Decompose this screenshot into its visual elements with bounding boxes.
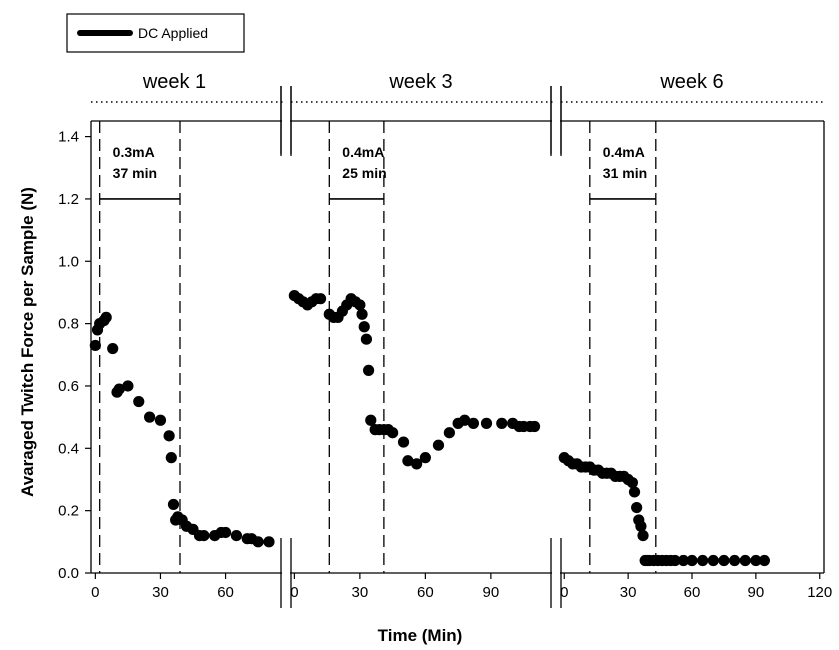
axis-break-gap-top [283,87,289,155]
y-tick-label: 0.6 [58,378,79,395]
week-label: week 1 [142,71,206,93]
data-point [387,427,399,439]
x-tick-label: 0 [560,584,568,601]
week-label: week 6 [659,71,723,93]
data-point [739,554,751,567]
plot-panels: week 1 0 30 60 0.3mA 37 min week 3 0 30 60 90 0.4mA… [89,71,832,608]
panel-1: week 1 0 30 60 0.3mA 37 min [89,71,282,601]
week-label: week 3 [388,71,452,93]
data-point [626,477,638,489]
x-tick-label: 90 [483,584,500,601]
stim-annotation-duration: 37 min [113,165,157,181]
stim-annotation-current: 0.4mA [603,144,645,160]
data-point [631,501,643,514]
data-point [419,452,431,464]
data-point [432,439,445,451]
axis-break-header-gap [553,84,559,120]
x-tick-label: 120 [807,584,832,601]
x-tick-label: 0 [91,584,99,601]
data-point [686,554,698,567]
stim-annotation-current: 0.3mA [113,144,155,160]
y-tick-label: 0.0 [58,565,79,582]
data-point [358,321,370,333]
data-point [411,458,423,470]
data-point [402,455,414,467]
data-point [219,526,232,539]
y-tick-label: 0.8 [58,316,79,333]
data-point [669,554,681,567]
data-point [467,417,479,429]
data-point [718,554,730,567]
axis-break-gap-top [553,87,559,155]
y-tick-label: 1.4 [58,129,79,146]
x-tick-label: 60 [417,584,434,601]
data-point [163,430,175,442]
data-point [198,529,210,542]
data-point [758,554,770,567]
data-point [113,383,125,395]
axis-break-header-gap [283,84,289,120]
data-point [697,554,709,567]
data-point [707,554,719,567]
data-point [397,436,410,448]
y-tick-label: 1.0 [58,253,79,270]
data-point [167,498,180,511]
data-point [496,417,508,429]
x-tick-label: 0 [290,584,298,601]
data-point [480,417,493,429]
stim-annotation-duration: 31 min [603,165,647,181]
data-point [252,536,264,548]
panel-3: week 6 0 30 60 90 120 0.4mA 31 min [558,71,832,601]
data-point [637,529,649,542]
data-point [677,554,690,567]
data-point [133,395,145,408]
y-axis: 0.0 0.2 0.4 0.6 0.8 1.0 1.2 1.4 [58,121,92,582]
data-point [122,380,134,392]
legend: DC Applied [66,13,245,53]
data-point [107,342,119,355]
data-point [165,452,177,464]
data-point [314,293,327,305]
x-tick-label: 30 [352,584,369,601]
x-tick-label: 60 [217,584,234,601]
data-point [443,427,455,439]
data-point [89,339,101,352]
y-tick-label: 0.2 [58,503,79,520]
data-point [230,529,243,542]
x-axis-title: Time (Min) [378,626,463,645]
y-axis-title: Avaraged Twitch Force per Sample (N) [18,187,37,497]
data-point [728,554,741,567]
y-tick-label: 0.4 [58,440,79,457]
axis-break-1 [280,84,292,608]
axis-break-gap-bottom [553,539,559,607]
data-point [144,411,156,423]
data-point [628,486,641,498]
data-point [635,520,647,532]
data-point [360,333,373,345]
data-point [365,414,377,426]
data-point [750,554,762,567]
data-point [100,311,112,323]
data-point [356,308,368,320]
legend-label: DC Applied [138,25,208,41]
data-point [263,536,275,548]
stim-annotation-duration: 25 min [342,165,386,181]
axis-break-gap-bottom [283,539,289,607]
x-tick-label: 30 [620,584,637,601]
axis-break-2 [550,84,562,608]
stim-annotation-current: 0.4mA [342,144,384,160]
data-point [354,299,366,311]
x-tick-label: 30 [152,584,169,601]
x-tick-label: 90 [748,584,765,601]
data-point [154,414,167,426]
data-point [363,364,375,376]
panel-2: week 3 0 30 60 90 0.4mA 25 min [288,71,552,601]
data-point [459,414,471,426]
y-tick-label: 1.2 [58,191,79,208]
data-point [528,420,541,433]
x-tick-label: 60 [684,584,701,601]
